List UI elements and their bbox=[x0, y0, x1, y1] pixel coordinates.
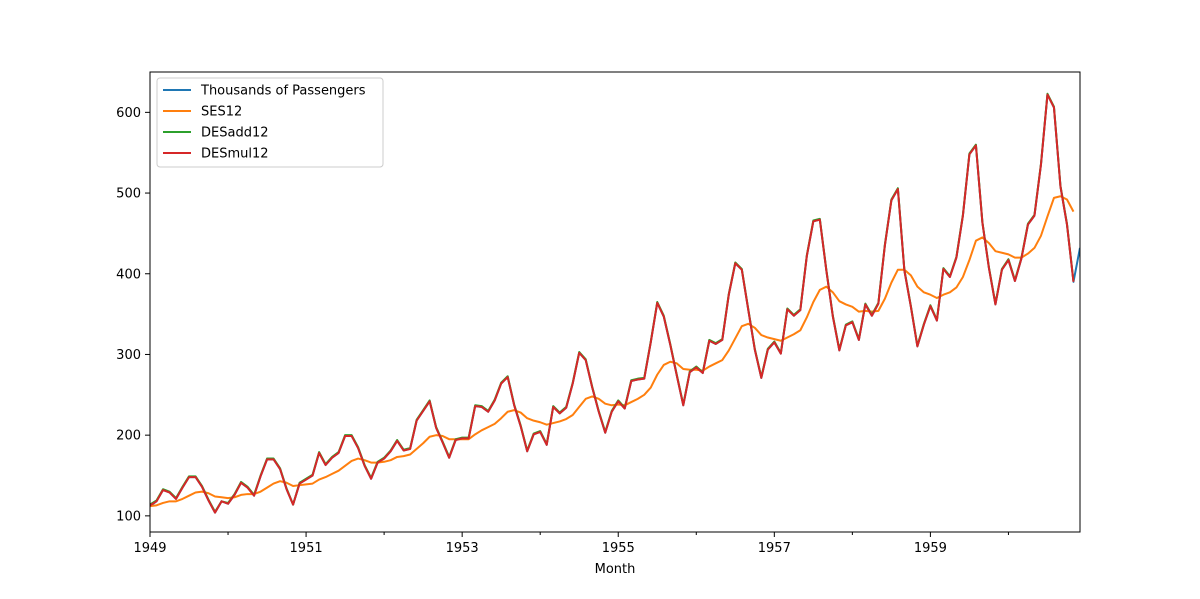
legend: Thousands of Passengers SES12 DESadd12 DESm… bbox=[156, 77, 384, 168]
y-tick-label: 100 bbox=[116, 509, 141, 524]
x-tick-label: 1951 bbox=[290, 541, 323, 556]
legend-label-ses12: SES12 bbox=[201, 105, 242, 120]
plot-lines bbox=[150, 92, 1080, 514]
legend-label-thousands-of-passengers: Thousands of Passengers bbox=[200, 84, 366, 99]
x-tick-label: 1957 bbox=[758, 541, 791, 556]
legend-label-desmul12: DESmul12 bbox=[201, 147, 269, 162]
x-axis: 1949 1951 1953 1955 1957 1959 bbox=[133, 532, 1009, 556]
y-tick-label: 200 bbox=[116, 429, 141, 444]
legend-label-desadd12: DESadd12 bbox=[201, 126, 269, 141]
series-line-desmul12 bbox=[150, 93, 1075, 514]
series-line-ses12 bbox=[150, 195, 1075, 508]
y-tick-label: 500 bbox=[116, 187, 141, 202]
y-tick-label: 600 bbox=[116, 106, 141, 121]
y-tick-label: 300 bbox=[116, 348, 141, 363]
plot-frame bbox=[149, 71, 1081, 533]
x-tick-label: 1949 bbox=[133, 541, 166, 556]
x-tick-label: 1955 bbox=[602, 541, 635, 556]
y-tick-label: 400 bbox=[116, 267, 141, 282]
x-axis-label: Month bbox=[595, 562, 636, 577]
y-axis: 100 200 300 400 500 600 bbox=[116, 106, 150, 524]
x-tick-label: 1953 bbox=[446, 541, 479, 556]
x-tick-label: 1959 bbox=[914, 541, 947, 556]
legend-box bbox=[156, 77, 384, 168]
